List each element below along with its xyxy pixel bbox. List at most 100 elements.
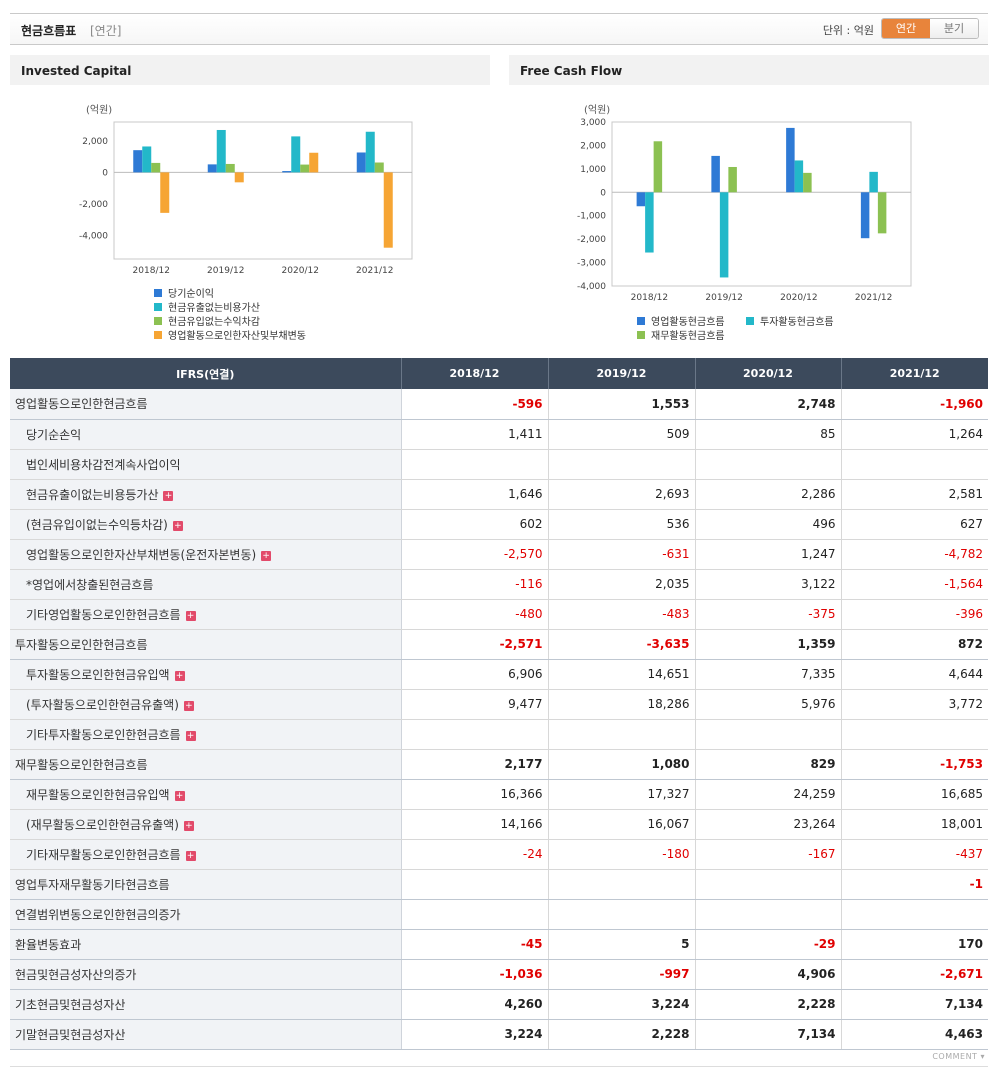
value-cell: 5,976	[695, 689, 842, 720]
table-row: *영업에서창출된현금흐름 -116 2,035 3,122 -1,564	[10, 569, 988, 600]
row-label-cell: 현금유출이없는비용등가산 +	[10, 479, 402, 510]
bar	[291, 136, 301, 173]
expand-plus-icon[interactable]: +	[163, 490, 174, 501]
legend-label: 당기순이익	[168, 288, 214, 300]
value-cell: 3,772	[841, 689, 988, 720]
value-cell: 24,259	[695, 779, 842, 810]
y-axis-unit-label: (억원)	[86, 104, 112, 116]
value-cell	[401, 899, 549, 930]
bar	[803, 172, 812, 193]
row-label: 영업투자재무활동기타현금흐름	[15, 877, 170, 892]
bar	[207, 164, 217, 173]
expand-plus-icon[interactable]: +	[185, 610, 196, 621]
y-tick-label: -1,000	[577, 212, 606, 222]
value-cell: 5	[548, 929, 696, 960]
table-row: 연결범위변동으로인한현금의증가	[10, 899, 988, 930]
x-tick-label: 2020/12	[780, 293, 817, 303]
value-cell: 2,286	[695, 479, 842, 510]
value-cell: 4,906	[695, 959, 842, 990]
value-cell: -631	[548, 539, 696, 570]
y-tick-label: -3,000	[577, 259, 606, 269]
row-label-cell: 재무활동으로인한현금유입액 +	[10, 779, 402, 810]
row-label-cell: 영업투자재무활동기타현금흐름	[10, 869, 402, 900]
row-label-cell: 투자활동으로인한현금흐름	[10, 629, 402, 660]
row-label: 기말현금및현금성자산	[15, 1027, 126, 1042]
value-cell: -480	[401, 599, 549, 630]
row-label: 재무활동으로인한현금유입액	[26, 787, 170, 802]
y-tick-label: 2,000	[580, 141, 606, 151]
expand-plus-icon[interactable]: +	[183, 700, 194, 711]
value-cell: 509	[548, 419, 696, 450]
y-axis-unit-label: (억원)	[584, 104, 610, 116]
row-label-cell: 기타재무활동으로인한현금흐름 +	[10, 839, 402, 870]
value-cell: 16,366	[401, 779, 549, 810]
table-row: (현금유입이없는수익등차감) +602 536 496 627	[10, 509, 988, 540]
value-cell: 872	[841, 629, 988, 660]
x-tick-label: 2020/12	[282, 266, 319, 276]
row-label-cell: 기타영업활동으로인한현금흐름 +	[10, 599, 402, 630]
period-label: [연간]	[90, 24, 122, 38]
row-label: 기타재무활동으로인한현금흐름	[26, 847, 181, 862]
expand-plus-icon[interactable]: +	[174, 790, 185, 801]
value-cell	[841, 899, 988, 930]
expand-plus-icon[interactable]: +	[261, 550, 272, 561]
table-row: 투자활동으로인한현금흐름 -2,571 -3,635 1,359 872	[10, 629, 988, 660]
legend-swatch	[154, 317, 162, 325]
y-tick-label: 0	[102, 168, 108, 178]
x-tick-label: 2019/12	[207, 266, 244, 276]
value-cell: 3,122	[695, 569, 842, 600]
value-cell: -2,671	[841, 959, 988, 990]
value-cell: -180	[548, 839, 696, 870]
legend-swatch	[746, 317, 754, 325]
value-cell: 1,359	[695, 629, 842, 660]
value-cell: 14,651	[548, 659, 696, 690]
value-cell: 2,748	[695, 389, 842, 420]
row-label-cell: (현금유입이없는수익등차감) +	[10, 509, 402, 540]
row-label-cell: 재무활동으로인한현금흐름	[10, 749, 402, 780]
value-cell: -29	[695, 929, 842, 960]
bar	[300, 164, 310, 173]
row-label: 투자활동으로인한현금유입액	[26, 667, 170, 682]
value-cell: -1,564	[841, 569, 988, 600]
row-label: 기타영업활동으로인한현금흐름	[26, 607, 181, 622]
value-cell: 1,553	[548, 389, 696, 420]
bar	[786, 127, 795, 193]
value-cell: 627	[841, 509, 988, 540]
row-label: 연결범위변동으로인한현금의증가	[15, 907, 181, 922]
cash-flow-table: IFRS(연결) 2018/12 2019/12 2020/12 2021/12…	[10, 358, 988, 1050]
table-row: 재무활동으로인한현금유입액 +16,366 17,327 24,259 16,685	[10, 779, 988, 810]
table-header-row: IFRS(연결) 2018/12 2019/12 2020/12 2021/12	[10, 358, 988, 389]
annual-tab[interactable]: 연간	[882, 19, 930, 38]
row-label-cell: 법인세비용차감전계속사업이익	[10, 449, 402, 480]
quarterly-tab[interactable]: 분기	[930, 19, 978, 38]
row-label-cell: 당기순손익	[10, 419, 402, 450]
table-row: 기타재무활동으로인한현금흐름 + -24 -180 -167 -437	[10, 839, 988, 870]
value-cell: -24	[401, 839, 549, 870]
value-cell: -4,782	[841, 539, 988, 570]
table-row: 환율변동효과 -45 5 -29 170	[10, 929, 988, 960]
bar	[151, 162, 161, 173]
expand-plus-icon[interactable]: +	[174, 670, 185, 681]
expand-plus-icon[interactable]: +	[185, 730, 196, 741]
table-row: 법인세비용차감전계속사업이익	[10, 449, 988, 480]
free-cash-flow-panel: Free Cash Flow (억원) 3,000 2,000 1,000 0 -1,00…	[509, 55, 989, 357]
value-cell	[548, 719, 696, 750]
free-cash-flow-title: Free Cash Flow	[509, 55, 989, 85]
legend-label: 재무활동현금흐름	[651, 329, 725, 342]
header-2018: 2018/12	[401, 358, 549, 389]
expand-plus-icon[interactable]: +	[172, 520, 183, 531]
invested-capital-title: Invested Capital	[10, 55, 490, 85]
value-cell: -483	[548, 599, 696, 630]
expand-plus-icon[interactable]: +	[185, 850, 196, 861]
value-cell: 2,035	[548, 569, 696, 600]
table-body: 영업활동으로인한현금흐름 -596 1,553 2,748 -1,960 당기순손익 1,4…	[10, 389, 988, 1050]
value-cell: 2,693	[548, 479, 696, 510]
expand-plus-icon[interactable]: +	[183, 820, 194, 831]
y-tick-label: -2,000	[79, 200, 108, 210]
bar	[374, 162, 384, 173]
value-cell: -596	[401, 389, 549, 420]
comment-toggle[interactable]: COMMENT ▾	[932, 1052, 985, 1061]
value-cell: 7,335	[695, 659, 842, 690]
row-label-cell: 현금및현금성자산의증가	[10, 959, 402, 990]
